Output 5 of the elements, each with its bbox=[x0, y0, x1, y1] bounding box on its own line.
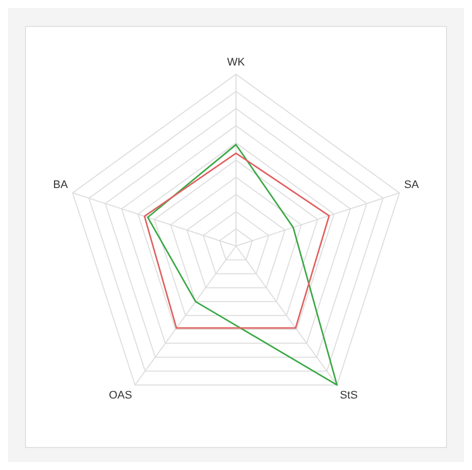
spoke-label: OAS bbox=[108, 390, 132, 402]
spoke-label: SA bbox=[404, 178, 420, 191]
spoke-label: WK bbox=[227, 56, 246, 69]
spoke-label: StS bbox=[340, 390, 358, 402]
spoke-label: BA bbox=[53, 178, 69, 191]
